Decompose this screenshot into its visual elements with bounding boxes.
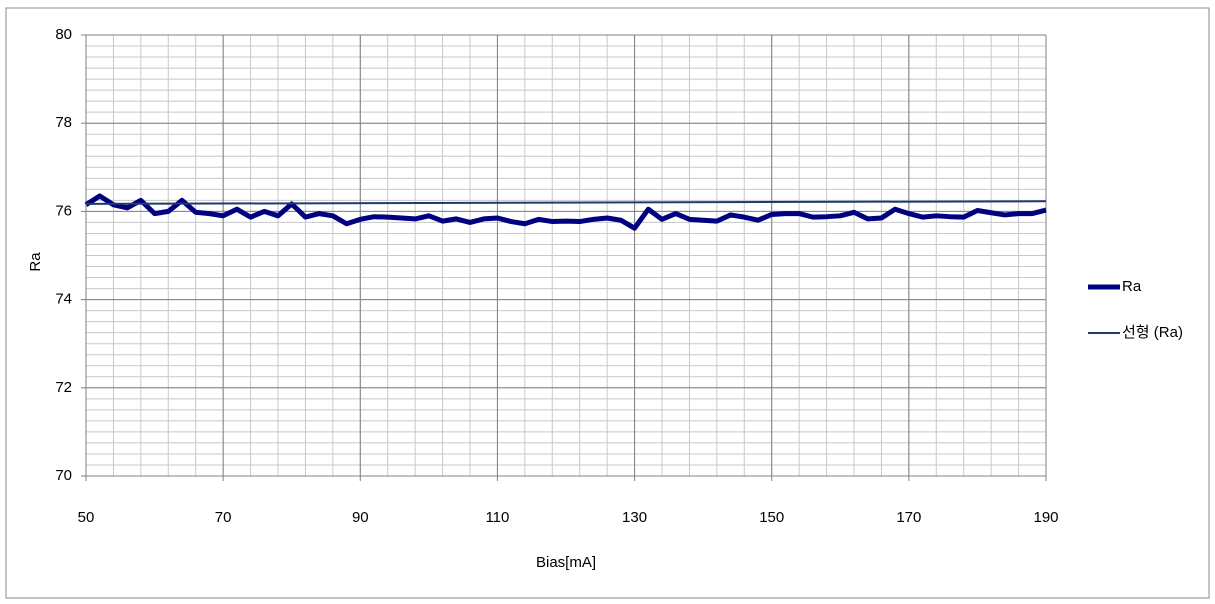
y-tick-label: 72: [55, 379, 72, 396]
y-tick-label: 76: [55, 202, 72, 219]
y-tick-label: 74: [55, 291, 72, 308]
x-tick-label: 110: [485, 509, 509, 526]
x-tick-label: 190: [1033, 509, 1058, 526]
x-axis-label: Bias[mA]: [536, 554, 596, 571]
x-tick-label: 70: [215, 509, 232, 526]
y-tick-label: 78: [55, 114, 72, 131]
x-tick-label: 170: [896, 509, 921, 526]
x-tick-label: 150: [759, 509, 784, 526]
data-line: [85, 200, 1047, 205]
x-tick-label: 90: [352, 509, 369, 526]
data-line: [84, 193, 1047, 231]
y-tick-label: 70: [55, 467, 72, 484]
legend-label: Ra: [1122, 278, 1142, 295]
y-tick-label: 80: [55, 26, 72, 43]
legend-label: 선형 (Ra): [1122, 324, 1183, 341]
x-tick-label: 50: [78, 509, 95, 526]
x-tick-label: 130: [622, 509, 647, 526]
y-axis-label: Ra: [27, 252, 44, 272]
